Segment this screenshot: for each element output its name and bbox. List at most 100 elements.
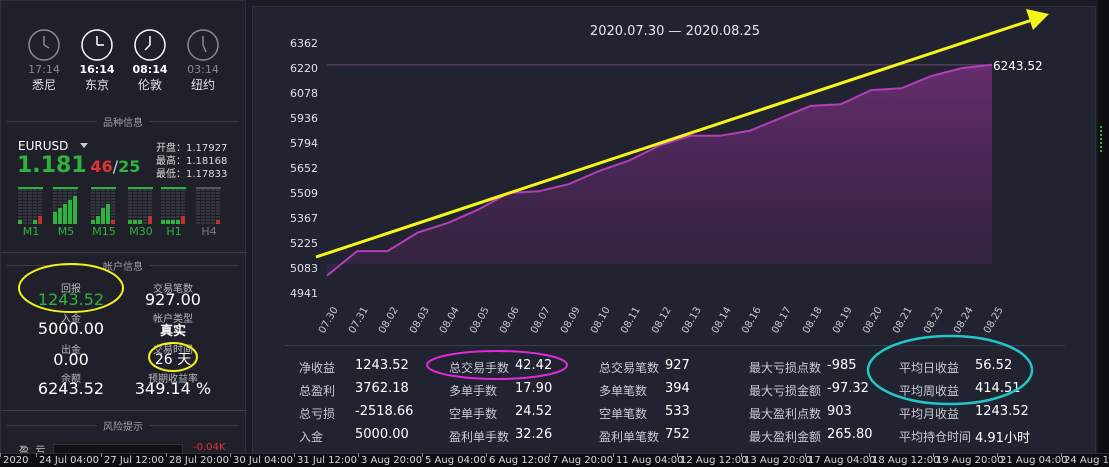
tf-strength-fill — [96, 216, 100, 224]
stat-label: 总盈利 — [299, 384, 336, 398]
tf-strength-column — [128, 189, 132, 224]
clock-time: 16:14 — [79, 63, 115, 76]
tf-strength-fill — [38, 216, 42, 224]
timeline-tick — [230, 453, 231, 457]
timeline-tick — [422, 453, 423, 457]
return-value: 1243.52 — [37, 290, 105, 309]
tf-h1[interactable]: H1 — [166, 225, 182, 238]
tf-strength-column — [23, 189, 27, 224]
stat-label: 最大盈利点数 — [749, 407, 822, 421]
y-tick-label: 5936 — [290, 111, 318, 125]
timeline-label: 24 Aug 12:00 — [1064, 455, 1109, 466]
return-rate-label: 预期收益率 — [148, 374, 198, 385]
tf-strength-cap — [128, 187, 153, 189]
timeline-tick — [677, 453, 678, 457]
bid-price: 1.181 46/25 — [17, 153, 140, 178]
duration-label: 交易时间 — [153, 345, 193, 356]
tf-m5[interactable]: M5 — [57, 225, 75, 238]
clock-city: 伦敦 — [137, 78, 162, 92]
y-tick-label: 5367 — [290, 212, 318, 226]
left-panel: 17:14 悉尼 16:14 东京 08:14 伦敦 03:14 纽约 品种信息… — [0, 0, 247, 457]
stat-label: 多单手数 — [449, 384, 498, 398]
price-sep: / — [112, 157, 119, 176]
y-tick-label: 5794 — [290, 136, 318, 150]
symbol-section-title: 品种信息 — [1, 114, 245, 129]
clock-city: 悉尼 — [31, 78, 56, 92]
tf-strength-cap — [196, 187, 221, 189]
clock-time: 08:14 — [132, 63, 168, 76]
tf-strength-fill — [91, 220, 95, 224]
stat-value: 4.91小时 — [975, 431, 1030, 446]
last-value-label: 6243.52 — [993, 59, 1043, 73]
stat-label: 最大亏损点数 — [749, 361, 822, 375]
timeline-tick — [933, 453, 934, 457]
withdraw-label: 出金 — [61, 345, 81, 356]
tf-strength-cap — [18, 187, 43, 189]
timeline-label: 13 Aug 20:00 — [744, 455, 812, 466]
stat-value: -97.32 — [827, 381, 869, 396]
stat-value: 394 — [665, 381, 690, 396]
tf-strength-column — [68, 189, 72, 224]
stat-label: 入金 — [299, 430, 324, 444]
price-lo: 25 — [118, 157, 141, 176]
stat-label: 空单手数 — [449, 407, 498, 421]
y-tick-label: 5509 — [290, 187, 318, 201]
tf-m1[interactable]: M1 — [22, 225, 40, 238]
symbol-dropdown-icon[interactable] — [80, 143, 88, 148]
equity-area — [327, 64, 992, 276]
clock-icon — [28, 29, 60, 61]
tf-m30[interactable]: M30 — [129, 225, 153, 238]
clock-newyork: 03:14 纽约 — [185, 28, 221, 93]
clock-icon — [81, 29, 113, 61]
tf-strength-fill — [53, 212, 57, 224]
account-type-value: 真实 — [159, 324, 186, 339]
tf-strength-fill — [166, 220, 170, 224]
timeline-tick — [294, 453, 295, 457]
timeline-tick — [486, 453, 487, 457]
tf-h4[interactable]: H4 — [201, 225, 217, 238]
tf-strength-column — [18, 189, 22, 224]
stat-value: 265.80 — [827, 427, 873, 442]
tf-strength-bar — [53, 187, 79, 224]
y-tick-label: 6220 — [290, 61, 318, 75]
tf-m15[interactable]: M15 — [92, 225, 116, 238]
right-scale — [1098, 0, 1109, 453]
stat-value: 3762.18 — [355, 381, 409, 396]
tf-strength-fill — [138, 220, 142, 224]
timeline-tick — [166, 453, 167, 457]
stat-label: 盈利单手数 — [449, 430, 510, 444]
tf-strength-fill — [63, 204, 67, 224]
tf-strength-column — [138, 189, 142, 224]
tf-strength-column — [133, 189, 137, 224]
tf-strength-fill — [216, 220, 220, 224]
tf-strength-column — [161, 189, 165, 224]
symbol-name[interactable]: EURUSD — [18, 139, 69, 153]
chart-title: 2020.07.30 — 2020.08.25 — [589, 24, 761, 39]
risk-row-label: 盈 亏 — [19, 446, 46, 457]
timeline-label: 21 Aug 04:00 — [1000, 455, 1068, 466]
deposit-value: 5000.00 — [37, 319, 105, 338]
y-tick-label: 5652 — [290, 161, 318, 175]
timeline-tick — [101, 453, 102, 457]
stat-value: 32.26 — [515, 427, 553, 442]
stat-value: 1243.52 — [355, 358, 409, 373]
tf-strength-column — [176, 189, 180, 224]
tf-strength-fill — [68, 200, 72, 224]
tf-strength-fill — [148, 216, 152, 224]
timeline-tick — [613, 453, 614, 457]
tf-strength-fill — [101, 208, 105, 224]
tf-strength-fill — [133, 220, 137, 224]
bottom-timeline — [0, 453, 1109, 467]
tf-strength-fill — [176, 220, 180, 224]
timeline-tick — [0, 453, 1, 457]
tf-strength-column — [181, 189, 185, 224]
tf-strength-fill — [106, 204, 110, 224]
timeline-label: 5 Aug 04:00 — [425, 455, 487, 466]
tf-strength-fill — [58, 208, 62, 224]
tf-strength-column — [211, 189, 215, 224]
low-price: 最低：1.17833 — [156, 169, 228, 180]
tf-strength-column — [201, 189, 205, 224]
tf-strength-fill — [128, 220, 132, 224]
tf-strength-column — [38, 189, 42, 224]
